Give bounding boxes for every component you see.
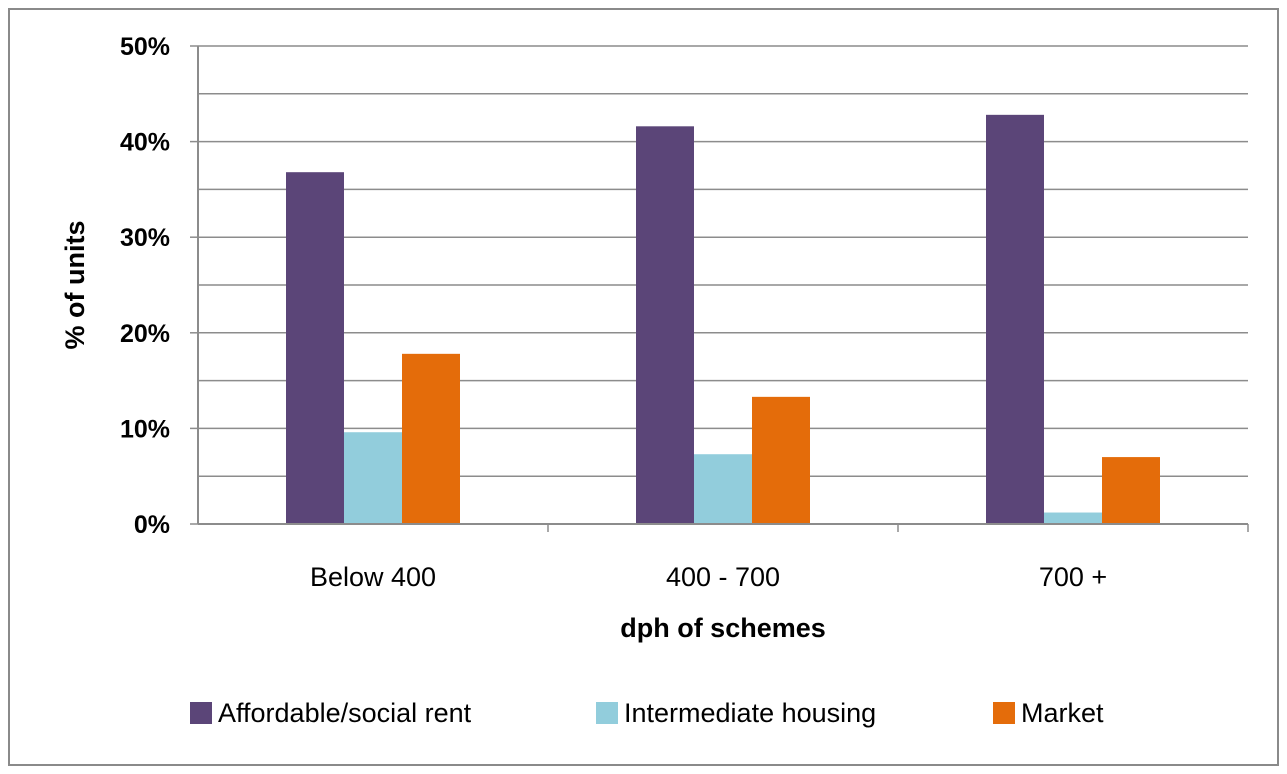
bar	[1102, 457, 1160, 524]
legend-swatch	[596, 702, 618, 724]
y-tick-label: 40%	[120, 129, 170, 157]
y-axis-title: % of units	[60, 221, 90, 350]
x-tick-label: 400 - 700	[666, 562, 780, 592]
legend-label: Affordable/social rent	[218, 698, 472, 728]
legend: Affordable/social rent Intermediate housi…	[190, 698, 1104, 728]
bar	[286, 172, 344, 524]
legend-label: Market	[1021, 698, 1104, 728]
y-tick-label: 20%	[120, 320, 170, 348]
y-tick-label: 50%	[120, 33, 170, 61]
y-tick-label: 0%	[134, 511, 170, 539]
x-tick-label: Below 400	[310, 562, 436, 592]
y-tick-label: 10%	[120, 415, 170, 443]
legend-label: Intermediate housing	[624, 698, 876, 728]
bar	[986, 114, 1044, 524]
x-axis-ticks: Below 400 400 - 700 700 +	[310, 524, 1249, 592]
gridlines	[198, 45, 1248, 477]
bar	[752, 396, 810, 524]
y-axis-ticks: 0% 10% 20% 30% 40% 50%	[120, 33, 198, 539]
y-tick-label: 30%	[120, 224, 170, 252]
x-axis-title: dph of schemes	[620, 613, 826, 643]
bar	[694, 454, 752, 524]
x-tick-label: 700 +	[1039, 562, 1107, 592]
bars	[286, 114, 1160, 524]
bar	[402, 353, 460, 524]
legend-swatch	[993, 702, 1015, 724]
bar	[1044, 512, 1102, 524]
bar	[636, 126, 694, 524]
bar	[344, 432, 402, 524]
legend-swatch	[190, 702, 212, 724]
